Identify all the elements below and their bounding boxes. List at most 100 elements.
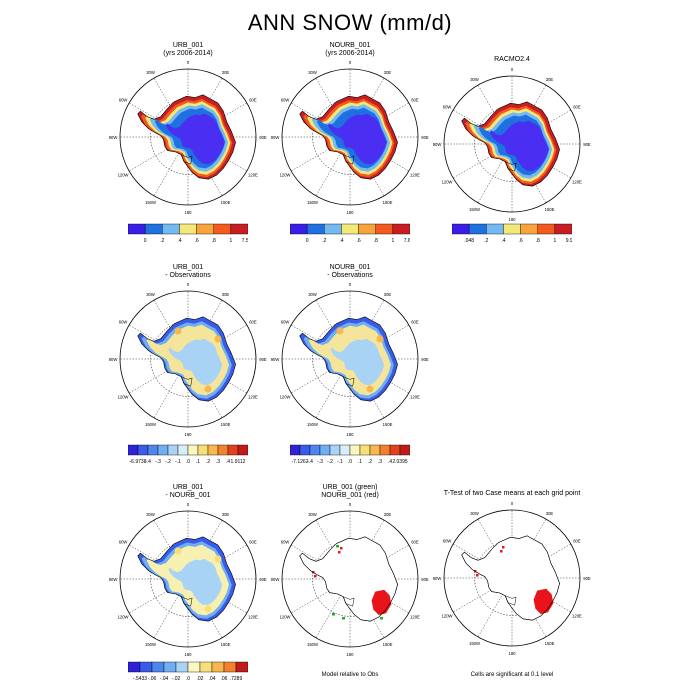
panel-title: URB_001 (green)	[322, 484, 378, 491]
longitude-label: 120W	[118, 173, 129, 178]
colorbar-swatch	[175, 661, 189, 673]
colorbar-swatch	[359, 444, 371, 456]
colorbar-label: -.3	[317, 459, 323, 465]
map-boundary-circle	[281, 290, 419, 428]
positive-patch	[174, 327, 182, 335]
ice-shelf-line	[504, 594, 517, 606]
colorbar-swatch	[503, 223, 521, 235]
meridian-line	[453, 577, 513, 612]
longitude-label: 150E	[221, 642, 231, 647]
longitude-label: 30E	[384, 292, 392, 297]
longitude-label: 120E	[410, 395, 420, 400]
significant-cell	[314, 575, 317, 578]
colorbar-label: .1	[196, 459, 200, 465]
longitude-label: 150E	[383, 422, 393, 427]
longitude-label: 60W	[443, 538, 452, 543]
longitude-label: 30E	[222, 292, 230, 297]
meridian-line	[153, 358, 189, 418]
colorbar-swatch	[187, 661, 201, 673]
colorbar-label: .0	[348, 459, 352, 465]
longitude-label: 30W	[146, 292, 155, 297]
colorbar-swatch	[235, 661, 248, 673]
colorbar-swatch	[299, 444, 311, 456]
significant-cell-green	[380, 617, 383, 620]
polar-map: 0 30E 60E 90E 120E 150E 180 150W 120W 90W 60W 30W	[433, 501, 591, 656]
longitude-label: 180	[347, 652, 355, 657]
longitude-label: 30E	[546, 77, 554, 82]
longitude-label: 120E	[248, 615, 258, 620]
longitude-label: 150W	[307, 200, 318, 205]
colorbar-swatch	[128, 661, 141, 673]
longitude-label: 150W	[145, 422, 156, 427]
positive-patch	[204, 605, 212, 613]
longitude-label: 120E	[410, 173, 420, 178]
colorbar-swatch	[537, 223, 556, 235]
longitude-label: 120E	[572, 179, 582, 184]
longitude-label: 120E	[410, 615, 420, 620]
longitude-label: 90W	[271, 357, 280, 362]
longitude-label: 180	[185, 210, 193, 215]
colorbar-swatch	[341, 223, 359, 235]
longitude-label: 120E	[248, 173, 258, 178]
meridian-line	[315, 578, 351, 638]
colorbar-swatch	[237, 444, 248, 456]
significant-cell	[476, 573, 479, 576]
colorbar-label: -.02	[172, 676, 181, 682]
longitude-label: 0	[511, 501, 514, 506]
colorbar-swatch	[144, 223, 163, 235]
interior-region	[330, 338, 385, 386]
map-boundary-circle	[443, 509, 581, 646]
colorbar-swatch	[486, 223, 504, 235]
longitude-label: 60W	[443, 104, 452, 109]
meridian-line	[477, 143, 513, 203]
map-panel: URB_001 (yrs 2006-2014) 0 30E 60E 90E 120E 150E…	[108, 42, 268, 217]
colorbar-label: .0	[186, 676, 190, 682]
longitude-label: 120E	[572, 613, 582, 618]
antarctica-map	[137, 94, 236, 180]
longitude-label: 90W	[271, 135, 280, 140]
colorbar-label: 7.535	[242, 238, 248, 244]
longitude-label: 30E	[384, 70, 392, 75]
antarctica-map	[137, 316, 236, 402]
colorbar-label: .8	[536, 238, 540, 244]
colorbar-swatch	[399, 444, 410, 456]
panel-title: RACMO2.4	[494, 56, 530, 63]
colorbar-label: 1.9112	[231, 459, 246, 465]
colorbar-label: .2	[206, 459, 210, 465]
colorbar-swatch	[128, 444, 139, 456]
positive-patch	[376, 335, 384, 343]
colorbar-label: -.4	[307, 459, 313, 465]
longitude-label: 0	[187, 60, 190, 65]
longitude-label: 150E	[545, 640, 555, 645]
colorbar-swatch	[197, 444, 209, 456]
colorbar-label: .1	[358, 459, 362, 465]
longitude-label: 180	[509, 651, 517, 656]
longitude-label: 0	[349, 282, 352, 287]
colorbar-label: -.2	[327, 459, 333, 465]
colorbar-label: .2	[368, 459, 372, 465]
longitude-label: 60E	[573, 538, 581, 543]
polar-map: 0 30E 60E 90E 120E 150E 180 150W 120W 90W 60W 30W	[109, 60, 267, 215]
plateau-region	[165, 113, 225, 165]
longitude-label: 150E	[383, 200, 393, 205]
longitude-label: 60W	[119, 320, 128, 325]
colorbar-swatch	[207, 444, 219, 456]
antarctica-map	[461, 100, 560, 187]
longitude-label: 120W	[280, 395, 291, 400]
colorbar-label: 1	[391, 238, 394, 244]
colorbar-label: 2.0395	[392, 459, 408, 465]
colorbar-swatch	[163, 661, 177, 673]
colorbar-swatch	[358, 223, 376, 235]
significant-cell-green	[332, 613, 335, 616]
longitude-label: 150W	[145, 200, 156, 205]
colorbar-swatch	[290, 223, 308, 235]
positive-patch	[336, 327, 344, 335]
meridian-line	[291, 578, 351, 614]
colorbar-label: .8	[374, 238, 378, 244]
longitude-label: 60E	[249, 320, 257, 325]
panel-subtitle: - Observations	[327, 271, 373, 279]
colorbar-swatch	[230, 223, 248, 235]
colorbar-label: .02	[197, 676, 204, 682]
colorbar-swatch	[177, 444, 189, 456]
meridian-line	[315, 136, 351, 196]
